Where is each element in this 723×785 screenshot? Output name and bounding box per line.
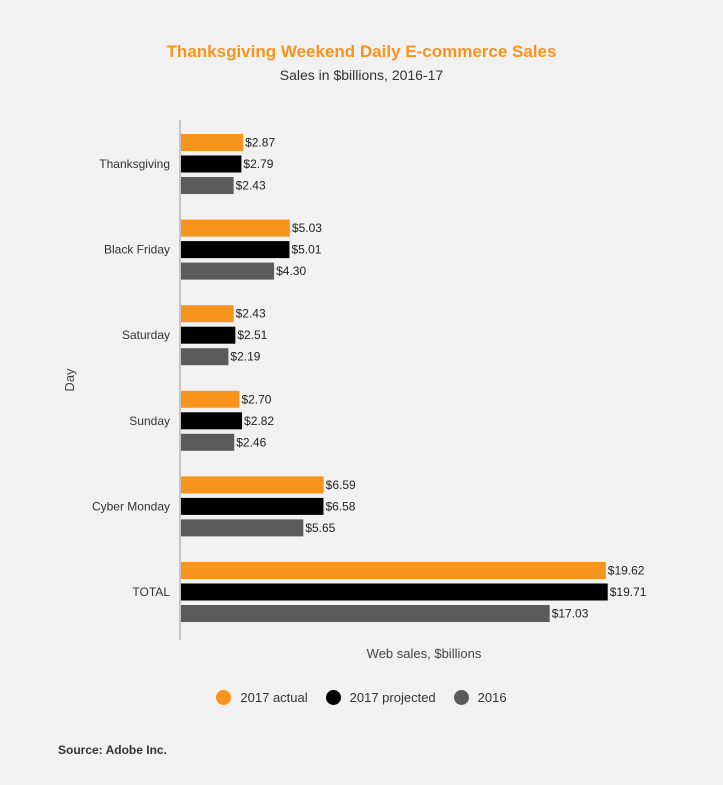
data-label: $4.30 bbox=[276, 264, 306, 278]
bar bbox=[181, 562, 606, 579]
legend-item: 2017 actual bbox=[216, 690, 308, 705]
data-label: $17.03 bbox=[552, 607, 589, 621]
bar bbox=[181, 177, 234, 194]
bar bbox=[181, 390, 240, 408]
bar bbox=[181, 219, 290, 237]
category-label: Saturday bbox=[122, 328, 170, 342]
bar bbox=[181, 241, 290, 259]
data-label: $2.46 bbox=[236, 435, 266, 449]
source-note: Source: Adobe Inc. bbox=[58, 743, 167, 757]
x-axis-title: Web sales, $billions bbox=[367, 646, 482, 661]
legend-item: 2017 projected bbox=[325, 690, 436, 705]
data-label: $2.79 bbox=[243, 157, 273, 171]
data-label: $2.82 bbox=[244, 414, 274, 428]
data-label: $2.70 bbox=[241, 392, 271, 406]
data-label: $2.43 bbox=[236, 179, 266, 193]
legend-label: 2017 projected bbox=[349, 690, 436, 705]
legend-swatch bbox=[325, 690, 341, 705]
bar-chart: Day Web sales, $billions Thanksgiving $2.… bbox=[62, 120, 647, 661]
bar bbox=[181, 412, 243, 430]
data-label: $19.71 bbox=[610, 585, 647, 599]
category-label: Cyber Monday bbox=[92, 499, 170, 513]
legend-label: 2016 bbox=[477, 690, 507, 705]
data-label: $5.03 bbox=[292, 221, 322, 235]
bar bbox=[181, 134, 244, 151]
data-label: $2.43 bbox=[236, 307, 266, 321]
data-label: $6.58 bbox=[325, 499, 355, 513]
y-axis-title: Day bbox=[62, 368, 77, 392]
data-label: $6.59 bbox=[326, 478, 356, 492]
legend-label: 2017 actual bbox=[240, 690, 308, 705]
legend-item: 2016 bbox=[453, 690, 507, 705]
bar bbox=[181, 305, 234, 323]
data-label: $2.51 bbox=[237, 328, 267, 342]
bar bbox=[181, 583, 608, 601]
bar bbox=[181, 433, 235, 451]
data-label: $5.01 bbox=[291, 243, 321, 257]
legend: 2017 actual 2017 projected 2016 bbox=[0, 690, 723, 705]
bar bbox=[181, 262, 275, 280]
chart-subtitle: Sales in $billions, 2016-17 bbox=[279, 67, 444, 83]
bar bbox=[181, 519, 304, 537]
chart-title: Thanksgiving Weekend Daily E-commerce Sa… bbox=[166, 42, 557, 61]
bar bbox=[181, 348, 229, 366]
bar bbox=[181, 497, 324, 515]
legend-swatch bbox=[216, 690, 232, 705]
data-label: $2.87 bbox=[245, 136, 275, 150]
category-label: TOTAL bbox=[132, 585, 170, 599]
bar bbox=[181, 155, 242, 173]
data-label: $19.62 bbox=[608, 564, 645, 578]
bar bbox=[181, 476, 324, 494]
category-label: Sunday bbox=[129, 414, 170, 428]
data-label: $5.65 bbox=[305, 521, 335, 535]
bar bbox=[181, 326, 236, 344]
category-label: Black Friday bbox=[104, 243, 170, 257]
bars-group: Thanksgiving $2.87 $2.79 $2.43 Black Friday $… bbox=[92, 134, 647, 622]
legend-swatch bbox=[453, 690, 469, 705]
bar bbox=[181, 605, 550, 622]
data-label: $2.19 bbox=[230, 350, 260, 364]
category-label: Thanksgiving bbox=[99, 157, 170, 171]
